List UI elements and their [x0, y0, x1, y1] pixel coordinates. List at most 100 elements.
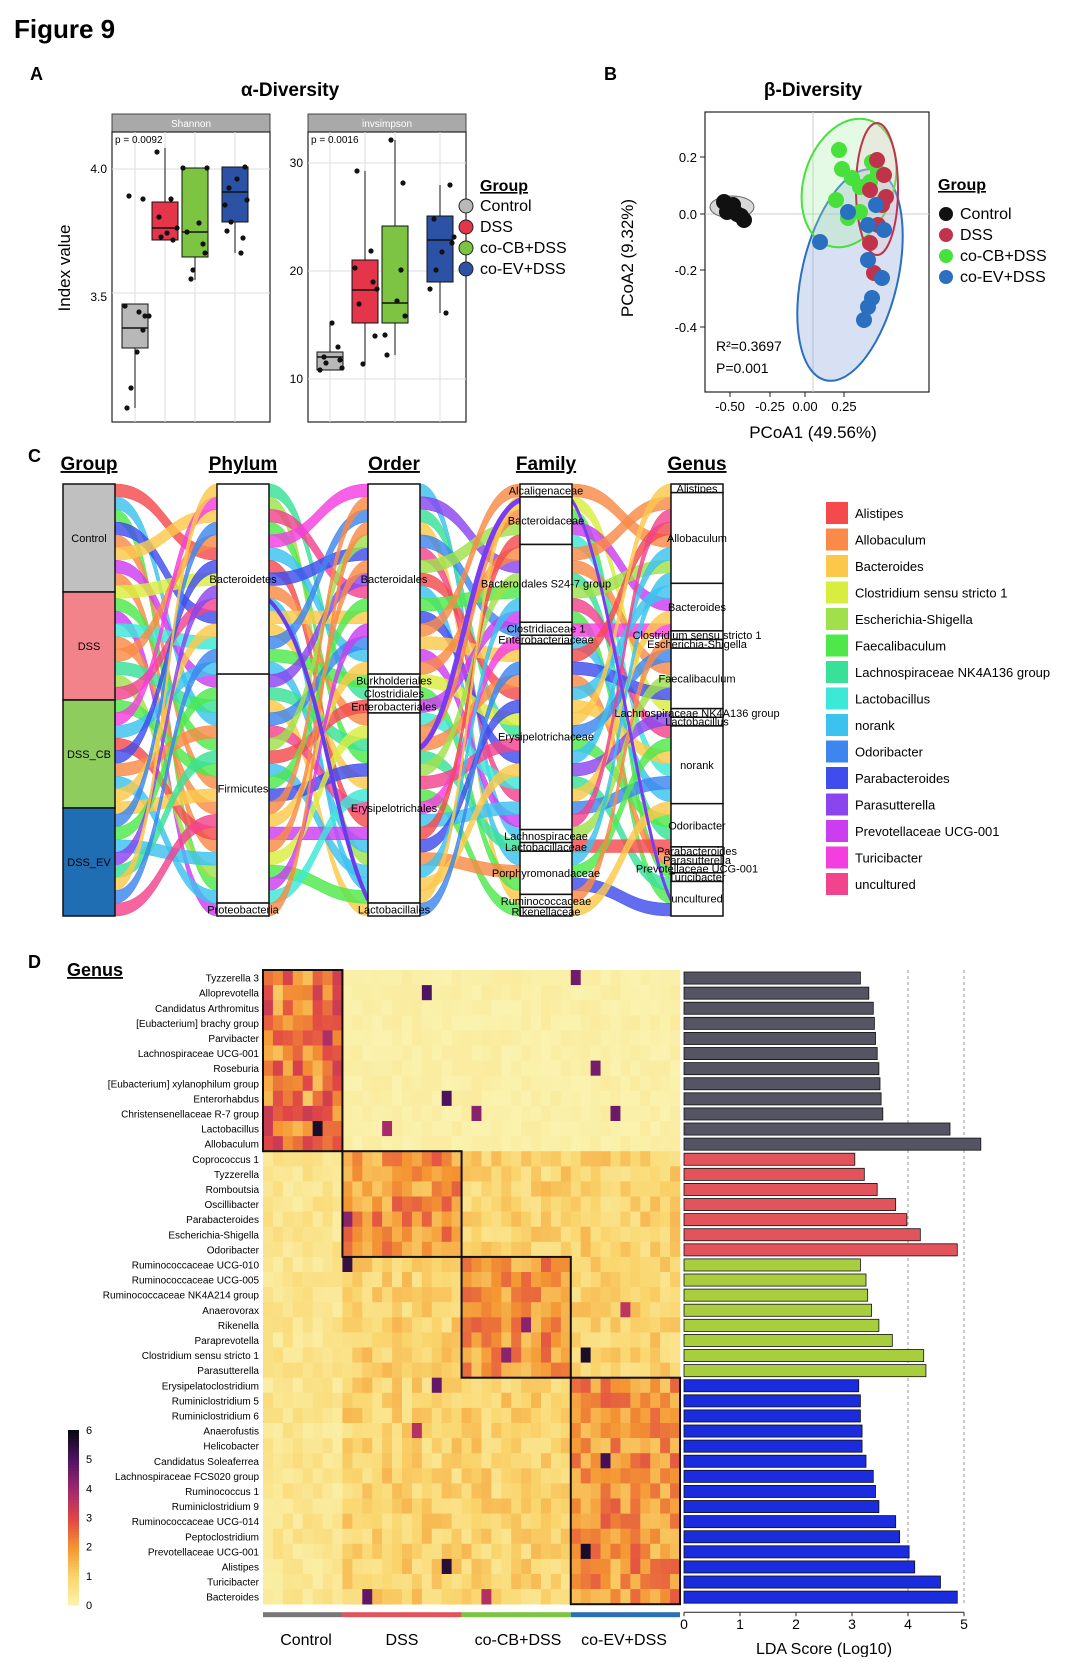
heatmap-cell	[560, 1528, 572, 1545]
heatmap-cell	[322, 1332, 333, 1348]
heatmap-cell	[292, 1151, 304, 1167]
heatmap-cell	[431, 1453, 443, 1469]
heatmap-cell	[362, 1574, 373, 1590]
heatmap-cell	[600, 1317, 611, 1333]
heatmap-cell	[471, 1196, 482, 1212]
colorbar-segment	[68, 1459, 79, 1463]
heatmap-cell	[640, 1468, 651, 1484]
heatmap-cell	[650, 1483, 661, 1499]
heatmap-cell	[302, 1362, 313, 1378]
heatmap-cell	[600, 985, 611, 1001]
heatmap-cell	[292, 1302, 304, 1318]
heatmap-cell	[421, 1377, 433, 1394]
heatmap-cell	[670, 1377, 681, 1394]
heatmap-cell	[392, 1453, 403, 1469]
heatmap-cell	[322, 1407, 333, 1424]
heatmap-cell	[332, 1211, 343, 1227]
heatmap-cell	[292, 1589, 304, 1605]
heatmap-cell	[550, 1543, 562, 1560]
heatmap-cell	[560, 1287, 572, 1303]
heatmap-cell	[292, 1287, 304, 1303]
colorbar-segment	[68, 1555, 79, 1559]
group-bar-segment	[570, 1612, 680, 1618]
heatmap-cell	[263, 1407, 274, 1424]
heatmap-cell	[392, 985, 403, 1001]
shannon-point	[134, 349, 140, 355]
heatmap-cell	[570, 1574, 582, 1590]
heatmap-cell	[650, 1272, 661, 1288]
heatmap-cell	[521, 1121, 532, 1137]
colorbar-segment	[68, 1470, 79, 1475]
heatmap-cell	[590, 1151, 601, 1167]
heatmap-cell	[481, 1438, 492, 1454]
heatmap-cell	[272, 1362, 284, 1378]
heatmap-cell	[660, 1090, 671, 1107]
beta-point	[812, 234, 828, 250]
heatmap-cell	[481, 1302, 492, 1318]
shannon-point	[170, 237, 176, 243]
heatmap-cell	[531, 1513, 542, 1529]
heatmap-cell	[640, 1332, 651, 1348]
heatmap-cell	[620, 1589, 631, 1605]
heatmap-cell	[451, 1332, 462, 1348]
heatmap-cell	[670, 1574, 681, 1590]
heatmap-cell	[610, 1105, 621, 1122]
heatmap-cell	[630, 1136, 641, 1152]
heatmap-cell	[382, 1362, 393, 1378]
heatmap-cell	[402, 1498, 413, 1514]
heatmap-cell	[590, 1438, 601, 1454]
heatmap-cell	[521, 985, 532, 1001]
heatmap-cell	[570, 1045, 582, 1061]
heatmap-cell	[372, 1317, 383, 1333]
heatmap-cell	[670, 1423, 681, 1439]
heatmap-cell	[461, 1090, 472, 1107]
heatmap-cell	[620, 1241, 631, 1258]
heatmap-cell	[282, 1181, 294, 1197]
heatmap-cell	[550, 1453, 562, 1469]
heatmap-cell	[292, 1000, 304, 1016]
heatmap-cell	[441, 1030, 452, 1046]
genus-row-label: Christensenellaceae R-7 group	[121, 1109, 259, 1120]
heatmap-cell	[302, 1272, 313, 1288]
heatmap-cell	[263, 1574, 274, 1590]
heatmap-cell	[411, 1317, 423, 1333]
heatmap-cell	[511, 1574, 522, 1590]
heatmap-cell	[511, 1226, 522, 1243]
heatmap-cell	[342, 1241, 353, 1258]
heatmap-cell	[590, 1136, 601, 1152]
heatmap-cell	[660, 1226, 671, 1243]
heatmap-cell	[640, 1226, 651, 1243]
alpha-diversity-title: α-Diversity	[241, 80, 340, 101]
invsimpson-point	[370, 279, 376, 285]
heatmap-cell	[471, 1377, 482, 1394]
heatmap-cell	[650, 1423, 661, 1439]
heatmap-cell	[302, 1498, 313, 1514]
heatmap-cell	[272, 1317, 284, 1333]
heatmap-cell	[541, 1362, 552, 1378]
heatmap-cell	[570, 1181, 582, 1197]
heatmap-cell	[282, 1513, 294, 1529]
group-bar-segment	[263, 1612, 343, 1618]
lda-bar	[683, 1590, 958, 1604]
heatmap-cell	[441, 1498, 452, 1514]
heatmap-cell	[342, 1407, 353, 1424]
heatmap-cell	[362, 1075, 373, 1092]
heatmap-cell	[461, 1483, 472, 1499]
heatmap-cell	[481, 1030, 492, 1046]
heatmap-cell	[521, 1211, 532, 1227]
heatmap-cell	[481, 1181, 492, 1197]
heatmap-cell	[600, 1423, 611, 1439]
heatmap-cell	[560, 1030, 572, 1046]
heatmap-cell	[521, 1528, 532, 1545]
invsimpson-point	[374, 286, 380, 292]
heatmap-cell	[620, 1468, 631, 1484]
heatmap-cell	[580, 1498, 591, 1514]
genus-legend-label: Parabacteroides	[855, 771, 950, 786]
heatmap-cell	[521, 1105, 532, 1122]
heatmap-cell	[640, 1272, 651, 1288]
genus-row-label: Odoribacter	[207, 1245, 260, 1256]
heatmap-cell	[501, 1453, 512, 1469]
heatmap-cell	[660, 1513, 671, 1529]
heatmap-cell	[580, 970, 591, 986]
heatmap-cell	[501, 1362, 512, 1378]
